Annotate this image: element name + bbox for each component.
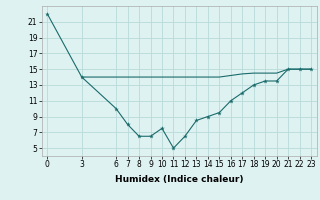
X-axis label: Humidex (Indice chaleur): Humidex (Indice chaleur) (115, 175, 244, 184)
